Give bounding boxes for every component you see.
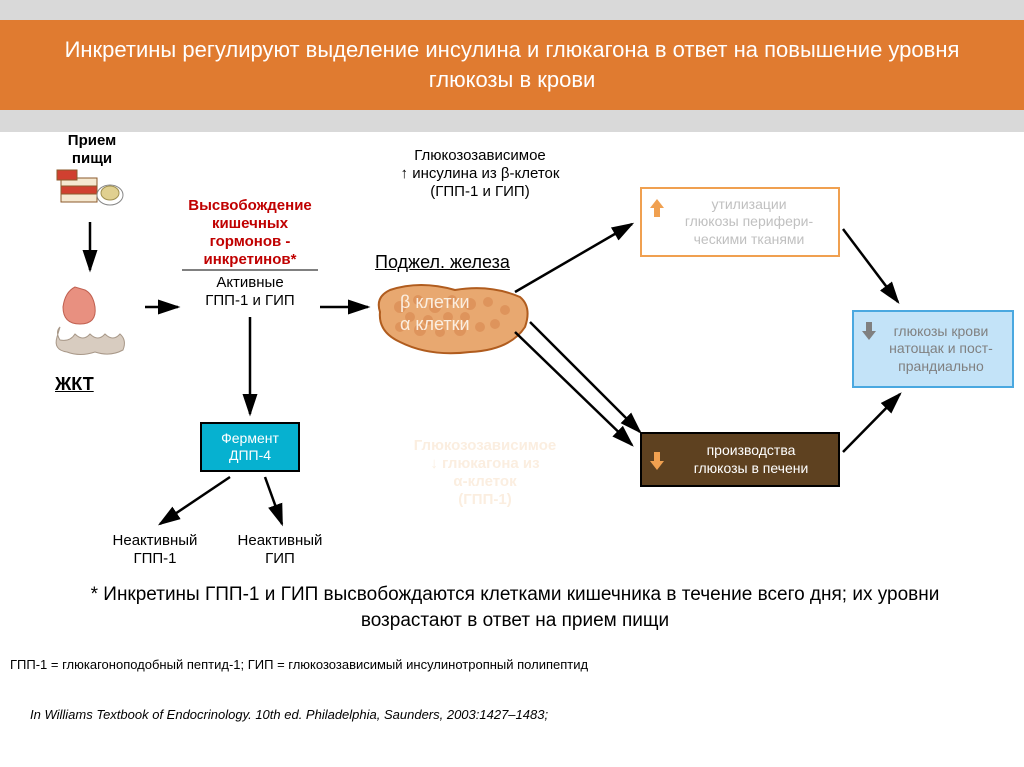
dpp4-box: ФерментДПП-4 [200,422,300,472]
top-gray-bar [0,0,1024,20]
blood-glucose-box: глюкозы кровинатощак и пост-прандиально [852,310,1014,388]
dpp4-text: ФерментДПП-4 [221,430,279,465]
gi-tract-icon [45,282,140,362]
second-gray-bar [0,110,1024,132]
pancreas-label: Поджел. железа [375,252,510,274]
glucose-dep-insulin-label: Глюкозозависимое↑ инсулина из β-клеток(Г… [370,147,590,201]
incretin-release-label: Высвобождениекишечныхгормонов -инкретино… [170,197,330,269]
down-arrow-icon-orange [650,452,664,470]
liver-box: производстваглюкозы в печени [640,432,840,487]
liver-text: производстваглюкозы в печени [694,442,809,477]
inactive-glp1-label: НеактивныйГПП-1 [105,532,205,568]
down-arrow-icon [862,322,876,340]
gi-tract-label: ЖКТ [55,374,94,396]
title-bar: Инкретины регулируют выделение инсулина … [0,20,1024,110]
abbreviations: ГПП-1 = глюкагоноподобный пептид-1; ГИП … [10,657,588,672]
peripheral-box: утилизацииглюкозы перифери-ческими тканя… [640,187,840,257]
citation: In Williams Textbook of Endocrinology. 1… [30,707,548,722]
active-incretins-label: АктивныеГПП-1 и ГИП [185,274,315,310]
inactive-gip-label: НеактивныйГИП [230,532,330,568]
page-title: Инкретины регулируют выделение инсулина … [30,35,994,94]
diagram-area: Приемпищи ЖКТ Высвобождениекишечныхгормо… [0,132,1024,767]
beta-cells-label: β клетки [400,292,470,314]
food-plate-icon [55,160,125,210]
alpha-cells-label: α клетки [400,314,470,336]
footnote: * Инкретины ГПП-1 и ГИП высвобождаются к… [80,582,950,633]
blood-glucose-text: глюкозы кровинатощак и пост-прандиально [889,323,993,376]
glucose-dep-glucagon-label: Глюкозозависимое↓ глюкагона изα-клеток(Г… [390,437,580,509]
peripheral-text: утилизацииглюкозы перифери-ческими тканя… [685,196,813,249]
up-arrow-icon [650,199,664,217]
